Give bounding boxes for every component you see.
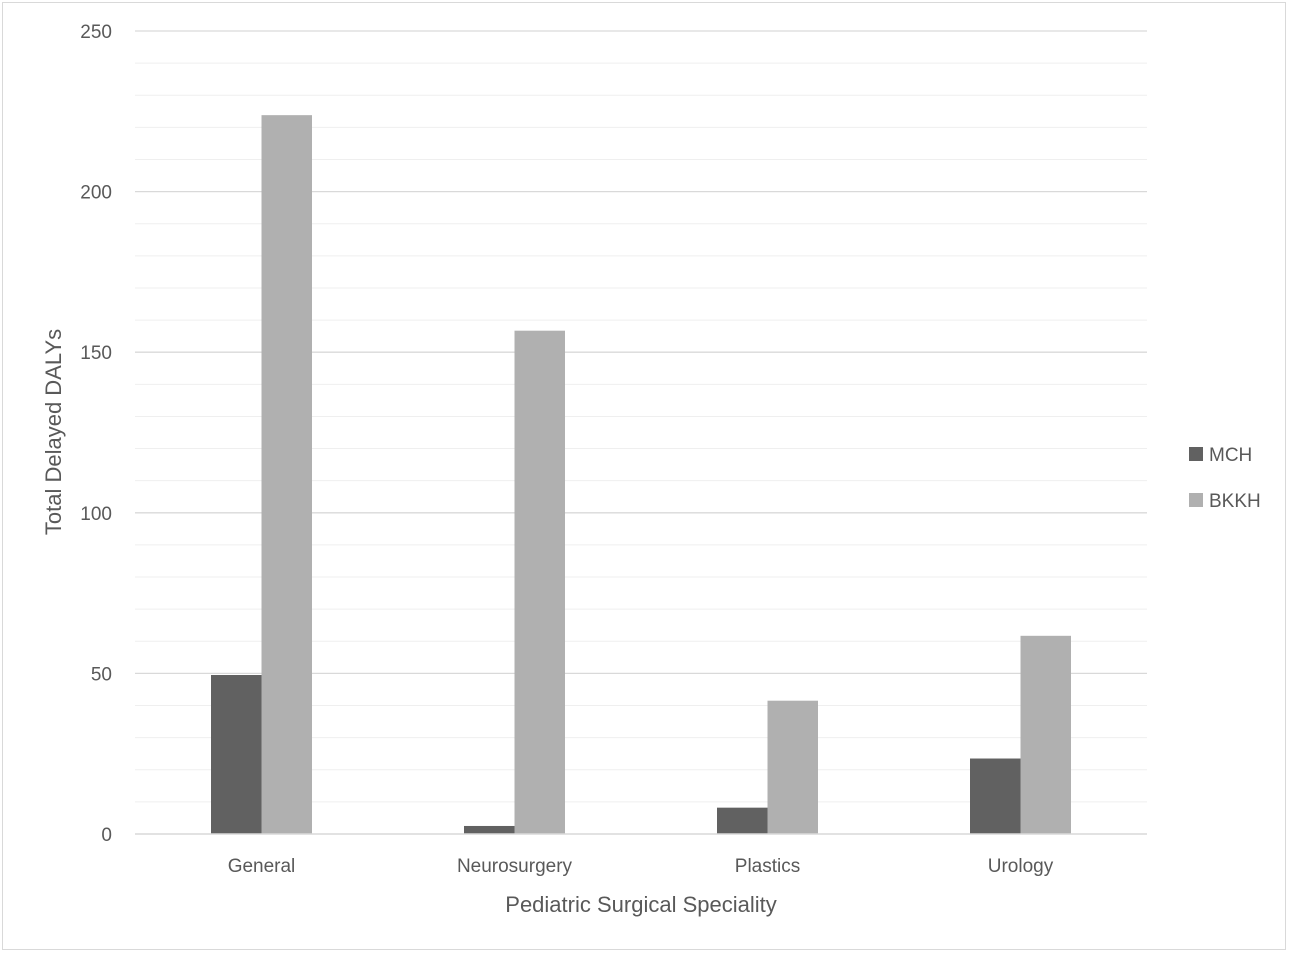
x-category-label: Plastics	[735, 856, 800, 877]
y-tick-label: 50	[91, 664, 112, 685]
legend-label-bkkh: BKKH	[1209, 491, 1261, 512]
y-tick-label: 250	[80, 22, 112, 43]
bar-mch-urology	[970, 758, 1021, 834]
legend-swatch-bkkh	[1189, 493, 1203, 507]
y-tick-label: 200	[80, 183, 112, 204]
bar-bkkh-urology	[1020, 635, 1071, 834]
x-axis-title: Pediatric Surgical Speciality	[505, 892, 776, 917]
y-tick-labels: 0 50 100 150 200 250	[80, 22, 112, 846]
x-category-labels: General Neurosurgery Plastics Urology	[228, 856, 1054, 877]
y-tick-label: 0	[101, 825, 112, 846]
legend-swatch-mch	[1189, 447, 1203, 461]
x-category-label: Urology	[988, 856, 1054, 877]
bar-mch-plastics	[717, 807, 768, 834]
x-category-label: Neurosurgery	[457, 856, 573, 877]
bar-bkkh-general	[261, 115, 312, 834]
bar-bkkh-neurosurgery	[514, 330, 565, 834]
bars	[211, 115, 1071, 834]
legend-label-mch: MCH	[1209, 445, 1252, 466]
x-category-label: General	[228, 856, 296, 877]
y-axis-title: Total Delayed DALYs	[41, 329, 66, 535]
legend: MCH BKKH	[1189, 445, 1261, 512]
bar-bkkh-plastics	[767, 700, 818, 834]
bar-mch-neurosurgery	[464, 825, 515, 834]
y-tick-label: 100	[80, 504, 112, 525]
y-tick-label: 150	[80, 343, 112, 364]
bar-mch-general	[211, 675, 262, 834]
